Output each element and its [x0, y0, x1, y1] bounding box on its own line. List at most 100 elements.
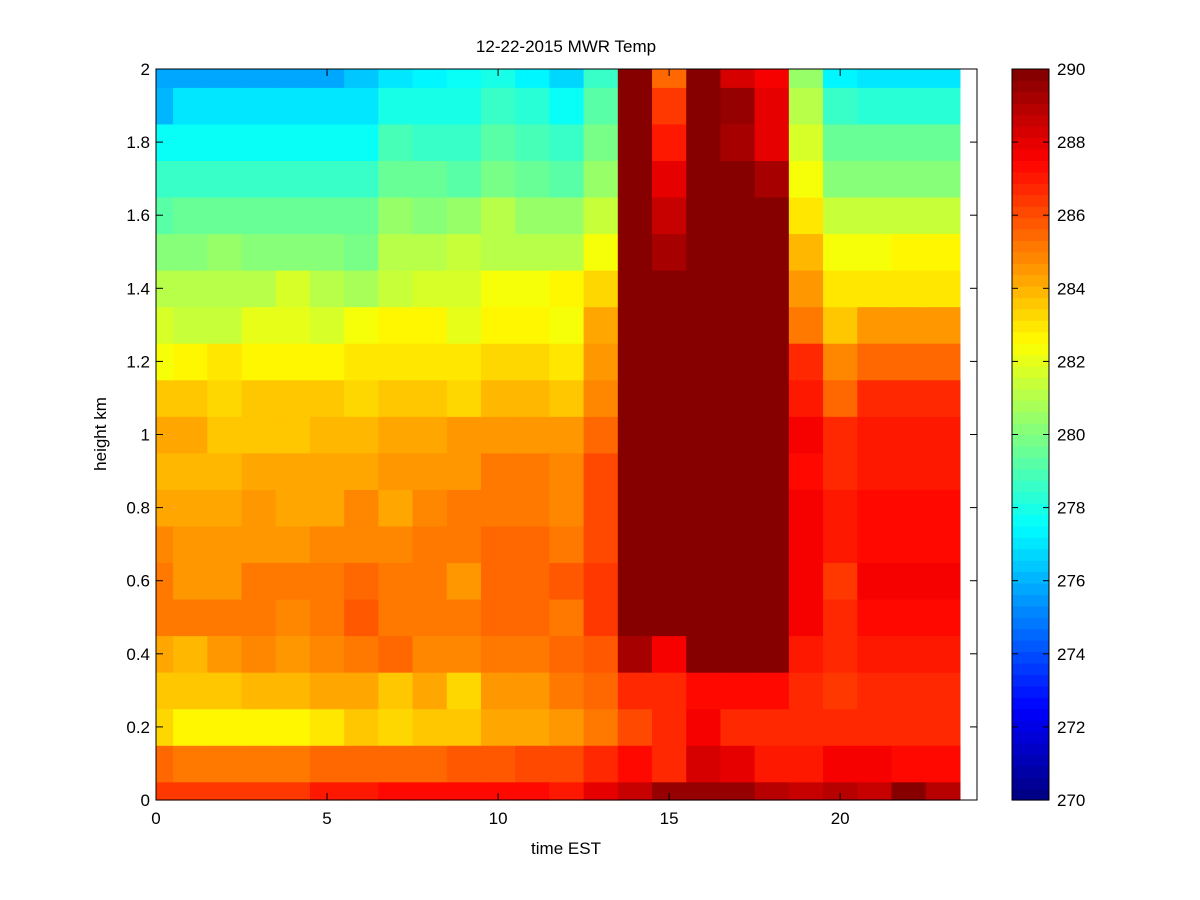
heatmap-cell: [823, 233, 858, 271]
heatmap-cell: [309, 87, 345, 125]
heatmap-cell: [173, 160, 208, 198]
heatmap-cell: [344, 489, 379, 527]
heatmap-cell: [241, 562, 277, 600]
heatmap-cells: [156, 69, 961, 801]
heatmap-cell: [309, 306, 345, 344]
heatmap-cell: [652, 452, 687, 490]
heatmap-cell: [515, 233, 550, 271]
heatmap-cell: [549, 781, 585, 801]
heatmap-cell: [583, 343, 619, 381]
heatmap-cell: [446, 306, 482, 344]
heatmap-cell: [412, 745, 448, 783]
x-tick-label: 10: [489, 809, 508, 828]
heatmap-cell: [173, 343, 208, 381]
heatmap-cell: [617, 635, 653, 673]
heatmap-cell: [891, 379, 927, 417]
heatmap-cell: [686, 87, 722, 125]
heatmap-cell: [925, 416, 961, 454]
heatmap-cell: [344, 781, 379, 801]
colorbar-segment: [1012, 69, 1049, 82]
heatmap-cell: [720, 489, 756, 527]
colorbar-segment: [1012, 388, 1049, 401]
heatmap-cell: [173, 196, 208, 235]
heatmap-cell: [446, 270, 482, 308]
heatmap-cell: [549, 160, 585, 198]
heatmap-cell: [378, 343, 414, 381]
heatmap-cell: [275, 745, 311, 783]
heatmap-cell: [583, 745, 619, 783]
heatmap-cell: [241, 452, 277, 490]
heatmap-cell: [378, 306, 414, 344]
colorbar-segment: [1012, 503, 1049, 516]
heatmap-cell: [583, 270, 619, 308]
heatmap-cell: [788, 343, 824, 381]
heatmap-cell: [309, 672, 345, 710]
x-axis: 0 5 10 15 20: [151, 69, 850, 828]
heatmap-cell: [857, 87, 893, 125]
heatmap-cell: [652, 708, 687, 746]
heatmap-cell: [344, 69, 379, 88]
heatmap-cell: [412, 635, 448, 673]
heatmap-cell: [686, 598, 722, 637]
heatmap-cell: [925, 635, 961, 673]
heatmap-cell: [549, 416, 585, 454]
colorbar-segment: [1012, 423, 1049, 436]
heatmap-cell: [720, 525, 756, 564]
heatmap-cell: [156, 489, 174, 527]
colorbar-segment: [1012, 605, 1049, 618]
heatmap-cell: [412, 781, 448, 801]
heatmap-cell: [686, 343, 722, 381]
heatmap-cell: [480, 525, 516, 564]
y-axis: 0 0.2 0.4 0.6 0.8 1 1.2 1.4 1.6 1.8 2: [126, 60, 977, 810]
heatmap-cell: [720, 672, 756, 710]
heatmap-cell: [720, 452, 756, 490]
heatmap-cell: [652, 745, 687, 783]
heatmap-cell: [446, 196, 482, 235]
heatmap-cell: [925, 123, 961, 161]
colorbar-segment: [1012, 308, 1049, 321]
heatmap-cell: [378, 69, 414, 88]
heatmap-cell: [925, 745, 961, 783]
heatmap-cell: [241, 160, 277, 198]
heatmap-cell: [378, 635, 414, 673]
heatmap-cell: [583, 69, 619, 88]
heatmap-cell: [686, 196, 722, 235]
heatmap-cell: [446, 781, 482, 801]
heatmap-cell: [617, 452, 653, 490]
colorbar-segment: [1012, 697, 1049, 710]
heatmap-cell: [549, 343, 585, 381]
heatmap-cell: [686, 489, 722, 527]
heatmap-cell: [275, 562, 311, 600]
heatmap-cell: [583, 123, 619, 161]
heatmap-cell: [378, 233, 414, 271]
heatmap-cell: [156, 87, 174, 125]
heatmap-cell: [720, 635, 756, 673]
heatmap-cell: [275, 598, 311, 637]
x-tick-label: 0: [151, 809, 160, 828]
heatmap-cell: [857, 598, 893, 637]
heatmap-cell: [686, 635, 722, 673]
heatmap-cell: [823, 343, 858, 381]
heatmap-cell: [378, 489, 414, 527]
heatmap-cell: [857, 525, 893, 564]
heatmap-cell: [617, 69, 653, 88]
heatmap-cell: [275, 160, 311, 198]
heatmap-cell: [754, 708, 790, 746]
colorbar-segment: [1012, 548, 1049, 561]
heatmap-cell: [207, 233, 243, 271]
colorbar-segment: [1012, 617, 1049, 630]
heatmap-cell: [173, 781, 208, 801]
heatmap-cell: [515, 87, 550, 125]
heatmap-cell: [617, 306, 653, 344]
heatmap-cell: [173, 562, 208, 600]
heatmap-cell: [156, 270, 174, 308]
colorbar-segment: [1012, 160, 1049, 173]
heatmap-cell: [652, 672, 687, 710]
heatmap-cell: [720, 781, 756, 801]
y-tick-label: 0.8: [126, 499, 150, 518]
heatmap-cell: [857, 379, 893, 417]
heatmap-cell: [515, 562, 550, 600]
heatmap-cell: [686, 69, 722, 88]
heatmap-cell: [788, 270, 824, 308]
